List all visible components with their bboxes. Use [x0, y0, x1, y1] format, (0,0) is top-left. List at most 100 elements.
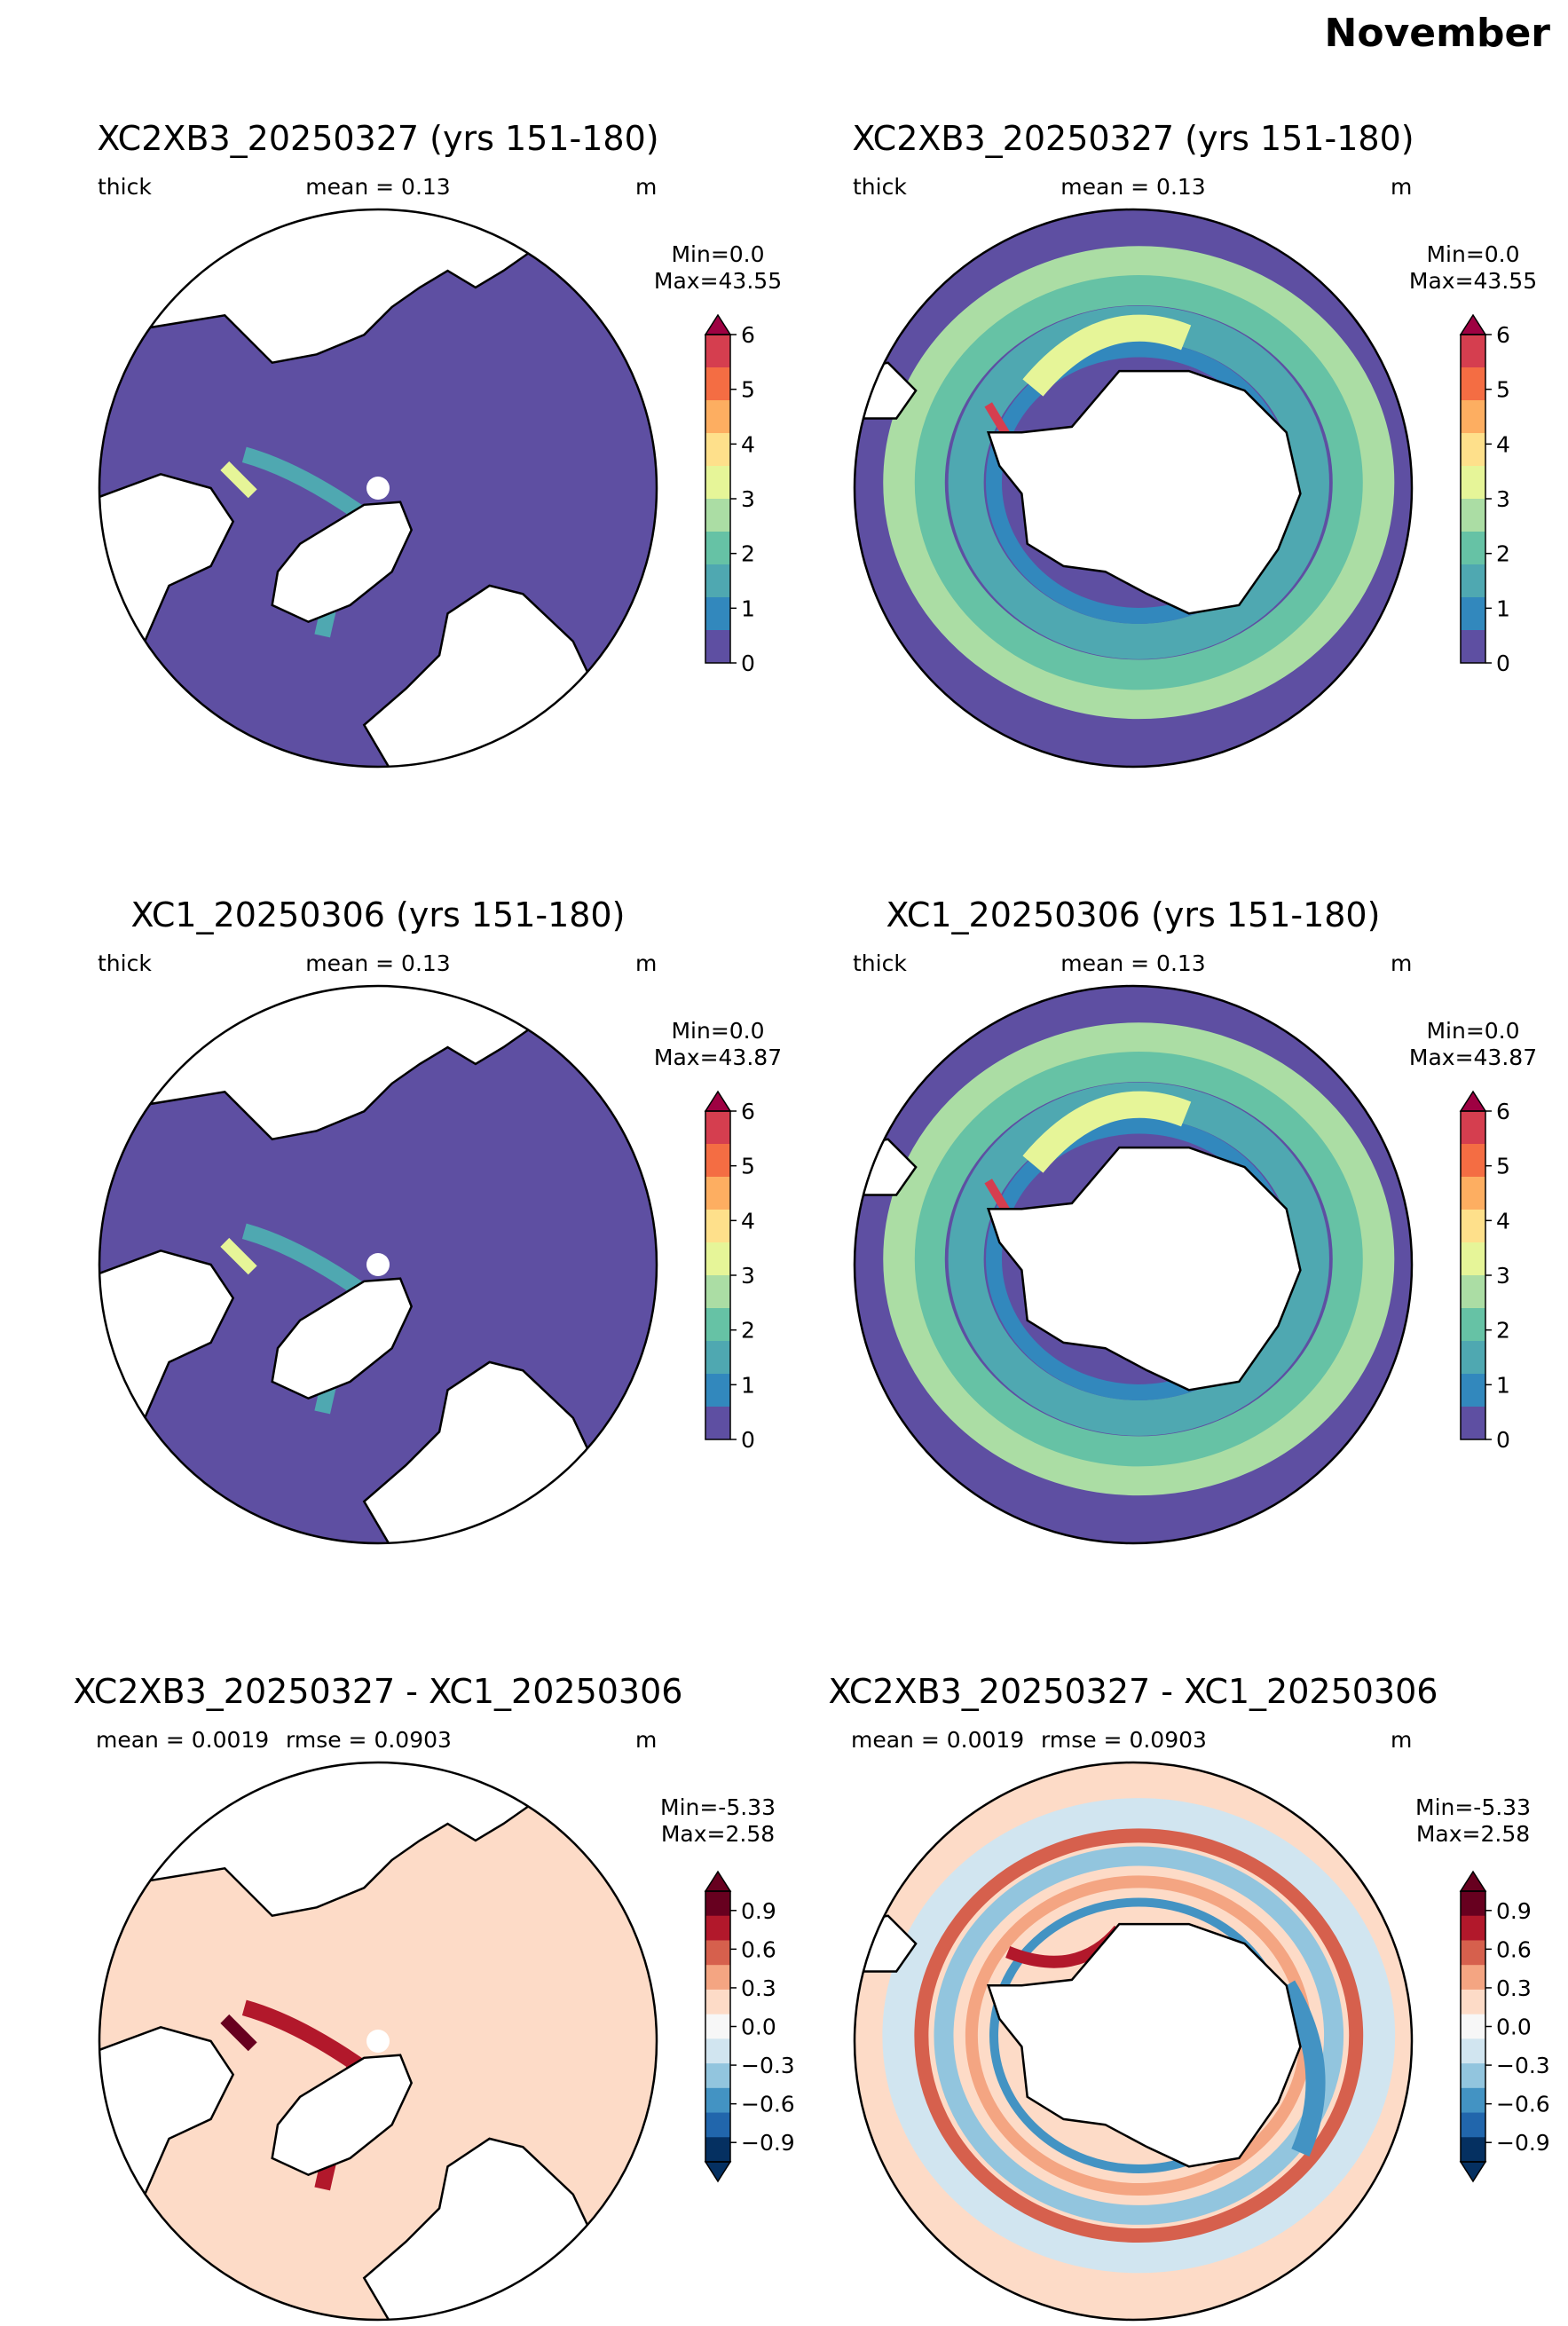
colorbar-segment — [705, 1111, 730, 1145]
colorbar-segment — [1461, 1308, 1485, 1342]
colorbar-tick-label: 4 — [1496, 1208, 1510, 1234]
landmass-1 — [986, 1922, 1302, 2168]
colorbar-extend-top — [704, 313, 732, 335]
colorbar-segment — [1461, 1210, 1485, 1243]
colorbar-segment — [705, 433, 730, 467]
colorbar-segment — [1461, 2087, 1485, 2114]
mean-label: mean = 0.0019 — [851, 1727, 1025, 1753]
colorbar-tick-label: 1 — [741, 595, 755, 621]
colorbar-segment — [705, 597, 730, 631]
colorbar-extend-bottom — [704, 2161, 732, 2183]
colorbar-tick-label: 4 — [741, 431, 755, 457]
colorbar-tick-label: −0.9 — [1496, 2130, 1550, 2156]
colorbar-tick-label: 2 — [1496, 541, 1510, 567]
map-boundary — [98, 1761, 658, 2322]
min-label: Min=0.0 — [671, 241, 765, 267]
colorbar-segment — [705, 1891, 730, 1917]
colorbar-segment — [1461, 1891, 1485, 1917]
map-boundary — [853, 984, 1414, 1545]
colorbar-thickness: 0 1 2 3 4 5 6 — [1459, 1090, 1510, 1453]
colorbar-extend-bottom — [1459, 2161, 1487, 2183]
colorbar-segment — [705, 1242, 730, 1276]
colorbar-segment — [1461, 2063, 1485, 2089]
colorbar-segment — [705, 367, 730, 401]
colorbar-segment — [705, 1407, 730, 1440]
rmse-label: rmse = 0.0903 — [1041, 1727, 1207, 1753]
max-label: Max=2.58 — [1415, 1821, 1531, 1847]
colorbar-tick-label: 0.0 — [741, 2015, 776, 2040]
landmass-1 — [986, 369, 1302, 615]
colorbar-tick-label: 0 — [741, 650, 755, 676]
colorbar-tick-label: −0.3 — [1496, 2053, 1550, 2078]
colorbar-segment — [1461, 499, 1485, 532]
colorbar-thickness: 0 1 2 3 4 5 6 — [704, 313, 755, 676]
colorbar-segment — [1461, 1965, 1485, 1991]
colorbar-extend-top — [704, 1090, 732, 1112]
archipelago-ice — [220, 2014, 257, 2052]
colorbar-tick-label: 1 — [1496, 1372, 1510, 1398]
colorbar-segment — [705, 335, 730, 368]
colorbar-segment — [705, 1308, 730, 1342]
landmass-2 — [271, 2054, 414, 2177]
colorbar-tick-label: 0.9 — [741, 1898, 776, 1924]
colorbar-tick-label: 4 — [741, 1208, 755, 1234]
colorbar-segment — [1461, 1374, 1485, 1407]
colorbar-tick-label: −0.6 — [1496, 2092, 1550, 2117]
mean-label: mean = 0.13 — [305, 174, 451, 200]
colorbar-tick-label: 3 — [741, 486, 755, 512]
colorbar-segment — [705, 2063, 730, 2089]
colorbar-segment — [1461, 1989, 1485, 2015]
colorbar-tick-label: 6 — [1496, 322, 1510, 348]
colorbar-extend-top — [1459, 1090, 1487, 1112]
south-map-6 — [853, 1761, 1414, 2322]
colorbar-tick-label: 0.9 — [1496, 1898, 1532, 1924]
colorbar-segment — [1461, 2112, 1485, 2138]
colorbar-segment — [705, 1989, 730, 2015]
south-map-2 — [853, 208, 1414, 769]
units-label: m — [635, 950, 658, 976]
colorbar-thickness: 0 1 2 3 4 5 6 — [1459, 313, 1510, 676]
units-label: m — [635, 1727, 658, 1753]
colorbar-segment — [1461, 1275, 1485, 1309]
max-label: Max=43.87 — [1408, 1045, 1538, 1070]
sea-ice-band-2 — [914, 1828, 1364, 2243]
landmass-1 — [986, 1146, 1302, 1392]
colorbar-segment — [705, 1275, 730, 1309]
colorbar-tick-label: 6 — [741, 1099, 755, 1124]
colorbar-tick-label: 0 — [1496, 650, 1510, 676]
colorbar-segment — [705, 1915, 730, 1941]
colorbar-tick-label: 0 — [741, 1427, 755, 1453]
colorbar-tick-label: 0.6 — [741, 1936, 776, 1962]
colorbar-segment — [705, 499, 730, 532]
colorbar-segment — [1461, 564, 1485, 598]
variable-label: thick — [853, 174, 907, 200]
colorbar-segment — [705, 2038, 730, 2064]
panel-title: XC2XB3_20250327 - XC1_20250306 — [828, 1672, 1438, 1711]
colorbar-segment — [1461, 1915, 1485, 1941]
max-label: Max=43.87 — [653, 1045, 783, 1070]
rmse-label: rmse = 0.0903 — [286, 1727, 452, 1753]
colorbar-difference: −0.9 −0.6 −0.3 0.0 0.3 0.6 0.9 — [1459, 1870, 1550, 2183]
colorbar-tick-label: 5 — [741, 377, 755, 403]
colorbar-tick-label: 0 — [1496, 1427, 1510, 1453]
colorbar-tick-label: 1 — [1496, 595, 1510, 621]
colorbar-tick-label: −0.6 — [741, 2092, 795, 2117]
variable-label: thick — [853, 950, 907, 976]
colorbar-thickness: 0 1 2 3 4 5 6 — [704, 1090, 755, 1453]
colorbar-segment — [705, 400, 730, 434]
colorbar-segment — [1461, 335, 1485, 368]
mean-label: mean = 0.0019 — [96, 1727, 270, 1753]
colorbar-segment — [705, 564, 730, 598]
panel-title: XC1_20250306 (yrs 151-180) — [130, 895, 626, 934]
colorbar-segment — [1461, 1940, 1485, 1966]
min-label: Min=0.0 — [1426, 241, 1520, 267]
colorbar-tick-label: 0.3 — [1496, 1975, 1532, 2001]
south-map-4 — [853, 984, 1414, 1545]
colorbar-tick-label: 2 — [741, 541, 755, 567]
min-label: Min=0.0 — [1426, 1018, 1520, 1044]
colorbar-segment — [1461, 400, 1485, 434]
colorbar-segment — [705, 1210, 730, 1243]
colorbar-tick-label: 3 — [741, 1263, 755, 1289]
colorbar-segment — [1461, 1341, 1485, 1375]
